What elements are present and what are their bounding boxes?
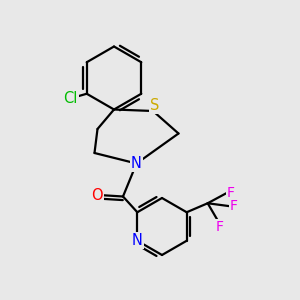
Text: F: F (227, 186, 235, 200)
Text: Cl: Cl (63, 91, 77, 106)
Text: O: O (91, 188, 102, 202)
Text: N: N (131, 156, 142, 171)
Text: F: F (230, 199, 238, 213)
Text: N: N (132, 233, 143, 248)
Text: S: S (150, 98, 159, 113)
Text: F: F (216, 220, 224, 234)
